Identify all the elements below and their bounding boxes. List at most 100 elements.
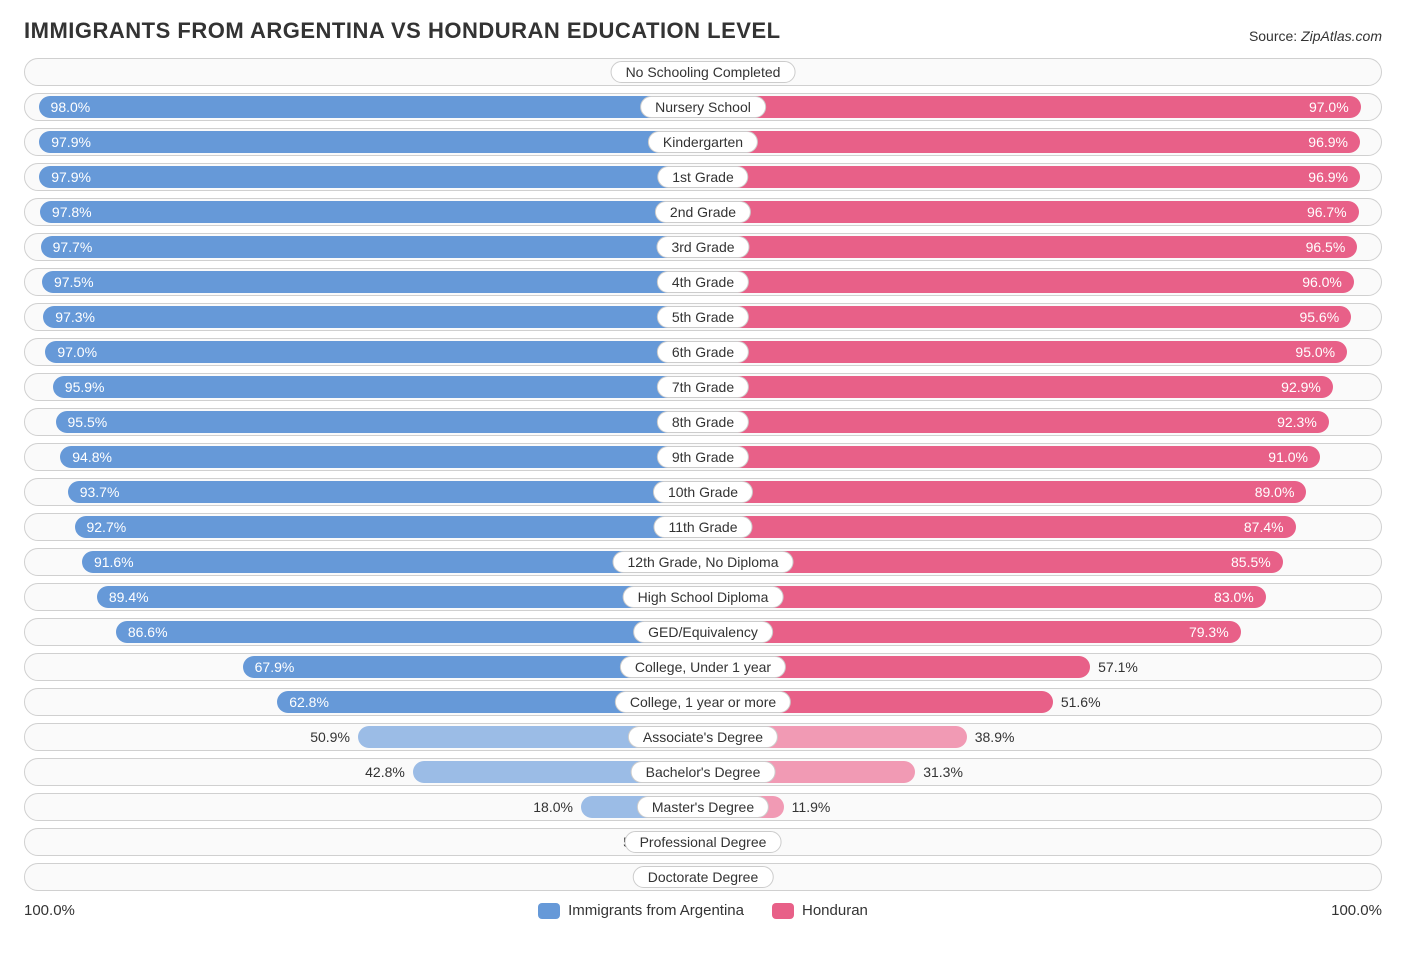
- diverging-bar-chart: 2.1%3.1%No Schooling Completed98.0%97.0%…: [0, 50, 1406, 891]
- value-label-right: 87.4%: [1232, 514, 1296, 540]
- value-label-right: 89.0%: [1243, 479, 1307, 505]
- category-pill: College, Under 1 year: [620, 656, 786, 678]
- axis-left-max: 100.0%: [24, 902, 75, 919]
- chart-header: IMMIGRANTS FROM ARGENTINA VS HONDURAN ED…: [0, 0, 1406, 50]
- bar-right: [703, 201, 1359, 223]
- legend-item-right: Honduran: [772, 902, 868, 919]
- value-label-left: 62.8%: [277, 689, 341, 715]
- chart-source: Source: ZipAtlas.com: [1249, 28, 1382, 44]
- category-pill: 9th Grade: [657, 446, 749, 468]
- value-label-left: 97.8%: [40, 199, 104, 225]
- chart-row: 97.9%96.9%1st Grade: [24, 163, 1382, 191]
- chart-row: 97.9%96.9%Kindergarten: [24, 128, 1382, 156]
- value-label-left: 97.0%: [45, 339, 109, 365]
- legend-swatch-left: [538, 903, 560, 919]
- value-label-right: 95.0%: [1283, 339, 1347, 365]
- category-pill: 12th Grade, No Diploma: [613, 551, 794, 573]
- category-pill: No Schooling Completed: [611, 61, 796, 83]
- legend-swatch-right: [772, 903, 794, 919]
- chart-row: 95.5% 92.3% 8th Grade: [24, 408, 1382, 436]
- bar-left: [82, 551, 703, 573]
- bar-left: [45, 341, 703, 363]
- value-label-right: 96.7%: [1295, 199, 1359, 225]
- chart-row: 97.5%96.0%4th Grade: [24, 268, 1382, 296]
- bar-right: [703, 481, 1306, 503]
- bar-right: [703, 376, 1333, 398]
- category-pill: 11th Grade: [653, 516, 752, 538]
- value-label-right: 85.5%: [1219, 549, 1283, 575]
- value-label-left: 94.8%: [60, 444, 124, 470]
- value-label-right: 95.6%: [1287, 304, 1351, 330]
- category-pill: 3rd Grade: [656, 236, 749, 258]
- bar-right: [703, 306, 1351, 328]
- chart-row: 98.0%97.0%Nursery School: [24, 93, 1382, 121]
- value-label-left: 50.9%: [302, 724, 358, 750]
- category-pill: Associate's Degree: [628, 726, 778, 748]
- chart-row: 97.0%95.0%6th Grade: [24, 338, 1382, 366]
- chart-row: 95.9%92.9%7th Grade: [24, 373, 1382, 401]
- value-label-left: 92.7%: [74, 514, 138, 540]
- value-label-left: 86.6%: [116, 619, 180, 645]
- value-label-right: 57.1%: [1090, 654, 1146, 680]
- value-label-right: 31.3%: [915, 759, 971, 785]
- category-pill: College, 1 year or more: [615, 691, 791, 713]
- bar-left: [116, 621, 703, 643]
- source-value: ZipAtlas.com: [1301, 28, 1382, 44]
- bar-left: [39, 96, 703, 118]
- category-pill: 1st Grade: [657, 166, 748, 188]
- category-pill: 8th Grade: [657, 411, 749, 433]
- category-pill: 2nd Grade: [655, 201, 751, 223]
- value-label-right: 38.9%: [967, 724, 1023, 750]
- bar-right: [703, 446, 1320, 468]
- value-label-right: 96.9%: [1296, 129, 1360, 155]
- value-label-right: 96.9%: [1296, 164, 1360, 190]
- value-label-right: 92.9%: [1269, 374, 1333, 400]
- bar-right: [703, 271, 1354, 293]
- bar-right: [703, 236, 1357, 258]
- value-label-right: 92.3%: [1265, 409, 1329, 435]
- bar-right: [703, 131, 1360, 153]
- category-pill: Bachelor's Degree: [631, 761, 776, 783]
- bar-left: [39, 166, 703, 188]
- bar-left: [39, 131, 703, 153]
- value-label-left: 97.3%: [43, 304, 107, 330]
- value-label-left: 67.9%: [243, 654, 307, 680]
- bar-left: [68, 481, 703, 503]
- value-label-right: 79.3%: [1177, 619, 1241, 645]
- chart-row: 91.6% 85.5% 12th Grade, No Diploma: [24, 548, 1382, 576]
- bar-right: [703, 621, 1241, 643]
- value-label-left: 18.0%: [525, 794, 581, 820]
- value-label-left: 89.4%: [97, 584, 161, 610]
- bar-right: [703, 516, 1296, 538]
- bar-right: [703, 166, 1360, 188]
- axis-right-max: 100.0%: [1331, 902, 1382, 919]
- value-label-left: 95.5%: [56, 409, 120, 435]
- chart-row: 93.7%89.0%10th Grade: [24, 478, 1382, 506]
- bar-left: [43, 306, 703, 328]
- chart-row: 5.9%3.5%Professional Degree: [24, 828, 1382, 856]
- category-pill: 10th Grade: [653, 481, 753, 503]
- legend-item-left: Immigrants from Argentina: [538, 902, 744, 919]
- chart-row: 89.4%83.0%High School Diploma: [24, 583, 1382, 611]
- bar-right: [703, 341, 1347, 363]
- value-label-left: 97.7%: [41, 234, 105, 260]
- axis-and-legend: 100.0% Immigrants from Argentina Hondura…: [0, 898, 1406, 919]
- value-label-left: 91.6%: [82, 549, 146, 575]
- legend: Immigrants from Argentina Honduran: [538, 902, 868, 919]
- value-label-right: 96.0%: [1290, 269, 1354, 295]
- bar-left: [75, 516, 704, 538]
- category-pill: GED/Equivalency: [633, 621, 773, 643]
- category-pill: 7th Grade: [657, 376, 749, 398]
- chart-row: 97.7% 96.5% 3rd Grade: [24, 233, 1382, 261]
- bar-left: [41, 236, 703, 258]
- chart-row: 92.7% 87.4% 11th Grade: [24, 513, 1382, 541]
- bar-right: [703, 586, 1266, 608]
- chart-row: 62.8% 51.6% College, 1 year or more: [24, 688, 1382, 716]
- chart-row: 67.9% 57.1% College, Under 1 year: [24, 653, 1382, 681]
- source-label: Source:: [1249, 28, 1301, 44]
- chart-row: 97.8% 96.7% 2nd Grade: [24, 198, 1382, 226]
- value-label-right: 96.5%: [1294, 234, 1358, 260]
- category-pill: Nursery School: [640, 96, 766, 118]
- value-label-right: 51.6%: [1053, 689, 1109, 715]
- chart-row: 2.2%1.4%Doctorate Degree: [24, 863, 1382, 891]
